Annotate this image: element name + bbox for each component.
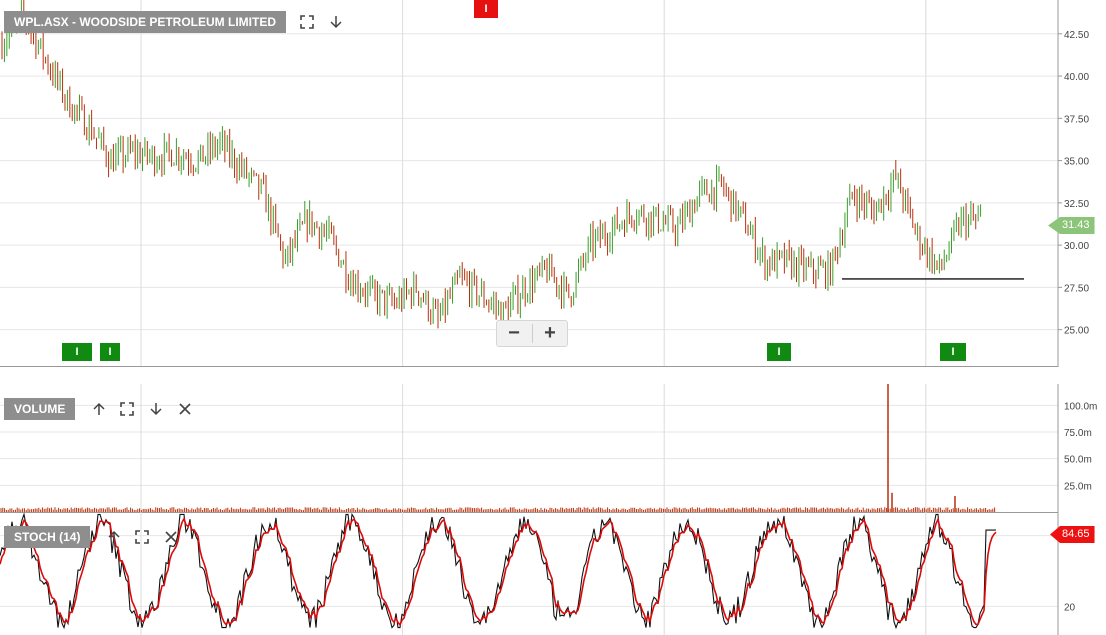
y-tick-label: 100.0m xyxy=(1064,401,1097,412)
y-tick-label: 50.0m xyxy=(1064,455,1092,466)
event-marker[interactable]: I xyxy=(940,343,966,361)
event-marker[interactable]: I xyxy=(62,343,92,361)
close-icon[interactable] xyxy=(176,400,194,418)
current-price-tag: 31.43 xyxy=(1048,217,1095,234)
stoch-d-line xyxy=(0,516,997,627)
stoch-k-line xyxy=(0,512,996,630)
y-tick-label: 32.50 xyxy=(1064,199,1089,210)
zoom-out-button[interactable]: − xyxy=(508,322,520,344)
stoch-value-tag: 84.65 xyxy=(1050,526,1095,543)
volume-title[interactable]: VOLUME xyxy=(4,398,76,420)
zoom-in-button[interactable]: + xyxy=(544,322,556,344)
expand-icon[interactable] xyxy=(133,528,151,546)
chart-title[interactable]: WPL.ASX - WOODSIDE PETROLEUM LIMITED xyxy=(4,11,286,33)
zoom-divider xyxy=(532,324,533,343)
y-tick-label: 30.00 xyxy=(1064,241,1089,252)
price-chart[interactable]: 25.00 27.50 30.00 32.50 35.00 37.50 40.00 42.50… xyxy=(0,0,1106,367)
y-tick-label: 35.00 xyxy=(1064,157,1089,168)
expand-icon[interactable] xyxy=(298,13,316,31)
arrow-up-icon[interactable] xyxy=(90,400,108,418)
zoom-controls: − + xyxy=(496,320,568,347)
stoch-panel: 20 STOCH (14) 84.65 xyxy=(0,512,1106,635)
event-marker[interactable]: I xyxy=(767,343,791,361)
y-tick-label: 37.50 xyxy=(1064,114,1089,125)
volume-chart[interactable]: 25.0m 50.0m 75.0m 100.0m xyxy=(0,384,1106,512)
close-icon[interactable] xyxy=(162,528,180,546)
y-tick-label: 20 xyxy=(1064,602,1076,613)
y-tick-label: 42.50 xyxy=(1064,30,1089,41)
expand-icon[interactable] xyxy=(118,400,136,418)
stoch-title[interactable]: STOCH (14) xyxy=(4,526,91,548)
arrow-down-icon[interactable] xyxy=(147,400,165,418)
event-marker[interactable]: I xyxy=(100,343,120,361)
y-tick-label: 25.0m xyxy=(1064,481,1092,492)
event-marker-red[interactable]: I xyxy=(474,0,498,18)
y-tick-label: 40.00 xyxy=(1064,72,1089,83)
stoch-current-value: 84.65 xyxy=(1062,528,1090,540)
current-price-value: 31.43 xyxy=(1062,219,1090,231)
y-tick-label: 27.50 xyxy=(1064,283,1089,294)
arrow-up-icon[interactable] xyxy=(105,528,123,546)
y-tick-label: 25.00 xyxy=(1064,326,1089,337)
y-tick-label: 75.0m xyxy=(1064,428,1092,439)
volume-panel: 25.0m 50.0m 75.0m 100.0m VOLUME xyxy=(0,384,1106,512)
price-panel: 25.00 27.50 30.00 32.50 35.00 37.50 40.00 42.50… xyxy=(0,0,1106,367)
arrow-down-icon[interactable] xyxy=(327,13,345,31)
